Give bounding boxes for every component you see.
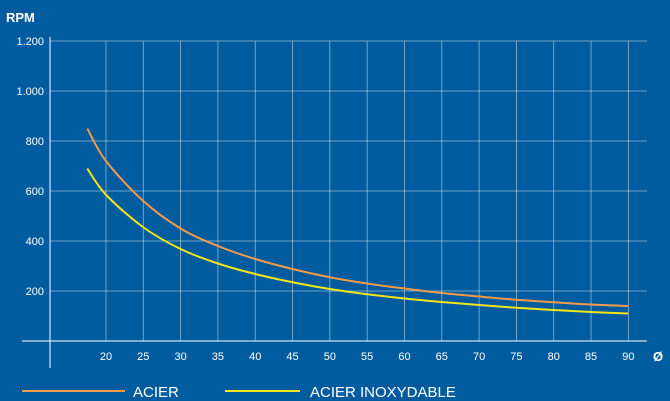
x-axis-title: Ø xyxy=(653,349,663,364)
series-lines xyxy=(86,128,629,315)
x-tick-label: 65 xyxy=(436,351,448,363)
y-tick-label: 600 xyxy=(26,186,44,198)
x-tick-label: 60 xyxy=(398,351,410,363)
x-tick-label: 40 xyxy=(249,351,261,363)
y-tick-label: 800 xyxy=(26,136,44,148)
y-tick-label: 1.000 xyxy=(16,86,44,98)
series-line-1 xyxy=(86,167,629,315)
x-tick-label: 85 xyxy=(585,351,597,363)
grid xyxy=(50,40,647,341)
y-tick-label: 400 xyxy=(26,236,44,248)
x-tick-label: 70 xyxy=(473,351,485,363)
x-tick-label: 50 xyxy=(324,351,336,363)
tick-labels: 200 400 600 800 1.000 1.200 20 25 30 35 40 45 50 55 60… xyxy=(16,36,634,363)
y-tick-label: 1.200 xyxy=(16,36,44,48)
x-tick-label: 35 xyxy=(212,351,224,363)
y-tick-label: 200 xyxy=(26,286,44,298)
x-tick-label: 30 xyxy=(174,351,186,363)
x-tick-label: 90 xyxy=(622,351,634,363)
x-tick-label: 45 xyxy=(286,351,298,363)
x-tick-label: 25 xyxy=(137,351,149,363)
x-tick-label: 75 xyxy=(510,351,522,363)
legend-label-1: ACIER INOXYDABLE xyxy=(310,384,456,401)
series-line-0 xyxy=(86,128,629,307)
x-tick-label: 80 xyxy=(548,351,560,363)
legend-label-0: ACIER xyxy=(133,384,179,401)
axes xyxy=(22,37,647,368)
x-tick-label: 20 xyxy=(100,351,112,363)
y-axis-title: RPM xyxy=(6,10,35,25)
x-tick-label: 55 xyxy=(361,351,373,363)
legend: ACIER ACIER INOXYDABLE xyxy=(22,384,456,401)
